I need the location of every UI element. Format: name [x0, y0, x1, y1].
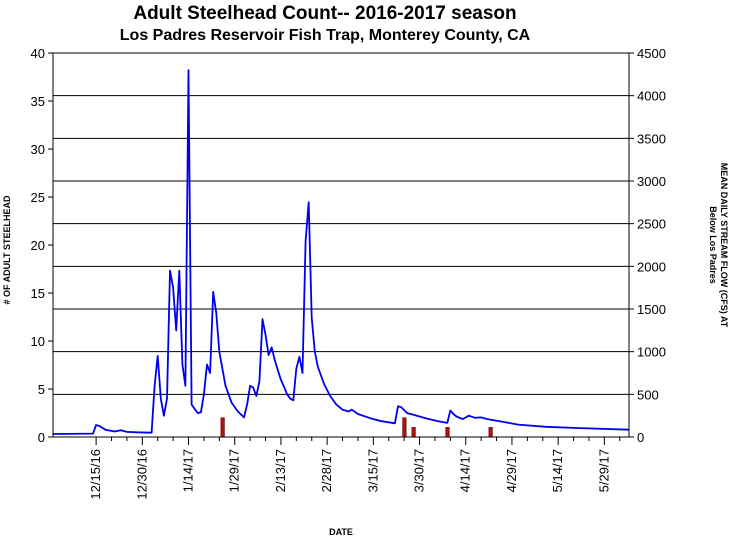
x-tick-label: 12/30/16 — [134, 449, 149, 500]
left-y-tick-label: 20 — [31, 238, 45, 253]
x-tick-label: 12/15/16 — [88, 449, 103, 500]
right-y-tick-label: 3000 — [637, 174, 666, 189]
count-bar — [488, 427, 493, 438]
count-bar — [445, 427, 450, 438]
left-y-axis-label: # OF ADULT STEELHEAD — [2, 195, 12, 305]
x-tick-label: 3/30/17 — [412, 449, 427, 492]
x-tick-label: 4/14/17 — [458, 449, 473, 492]
left-y-tick-label: 30 — [31, 142, 45, 157]
flow-line — [52, 69, 630, 435]
left-y-tick-label: 40 — [31, 46, 45, 61]
x-tick-label: 2/13/17 — [273, 449, 288, 492]
x-axis-label: DATE — [329, 527, 353, 537]
left-y-tick-label: 0 — [38, 430, 45, 445]
left-y-tick-label: 25 — [31, 190, 45, 205]
x-tick-label: 5/14/17 — [550, 449, 565, 492]
chart-subtitle: Los Padres Reservoir Fish Trap, Monterey… — [120, 27, 531, 44]
right-y-axis-label-line1: MEAN DAILY STREAM FLOW (CFS) AT — [719, 163, 729, 328]
count-bar — [220, 417, 225, 438]
right-y-axis-label-line2: Below Los Padres — [708, 206, 718, 284]
left-y-tick-label: 15 — [31, 286, 45, 301]
right-y-tick-label: 2000 — [637, 259, 666, 274]
right-y-tick-label: 4000 — [637, 89, 666, 104]
right-y-tick-label: 0 — [637, 430, 644, 445]
x-tick-label: 4/29/17 — [504, 449, 519, 492]
x-tick-label: 2/28/17 — [319, 449, 334, 492]
count-bar — [411, 427, 416, 438]
flow-series — [52, 69, 630, 435]
count-bar — [402, 417, 407, 438]
x-tick-label: 3/15/17 — [365, 449, 380, 492]
x-tick-label: 1/14/17 — [181, 449, 196, 492]
left-y-tick-label: 35 — [31, 94, 45, 109]
x-tick-label: 1/29/17 — [227, 449, 242, 492]
right-y-tick-label: 1500 — [637, 302, 666, 317]
right-y-tick-label: 1000 — [637, 345, 666, 360]
left-y-axis: 0 5 10 15 20 25 30 35 40 — [31, 46, 53, 445]
right-y-tick-label: 2500 — [637, 217, 666, 232]
right-y-tick-label: 500 — [637, 387, 659, 402]
right-y-axis: 0 500 1000 1500 2000 2500 3000 3500 4000 4500 — [629, 46, 666, 445]
plot-frame — [52, 52, 630, 438]
left-y-tick-label: 5 — [38, 382, 45, 397]
right-y-tick-label: 3500 — [637, 131, 666, 146]
gridlines — [53, 95, 629, 395]
bar-series — [220, 417, 493, 438]
left-y-tick-label: 10 — [31, 334, 45, 349]
chart-title: Adult Steelhead Count-- 2016-2017 season — [133, 3, 516, 24]
x-tick-label: 5/29/17 — [596, 449, 611, 492]
x-axis: 12/15/16 12/30/16 1/14/17 1/29/17 2/13/17 2/2… — [88, 437, 621, 500]
right-y-tick-label: 4500 — [637, 46, 666, 61]
